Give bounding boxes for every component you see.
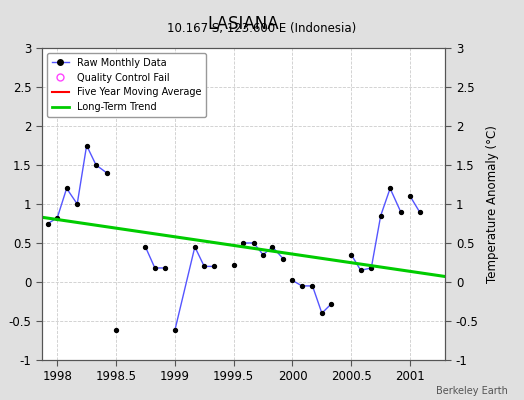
Text: Berkeley Earth: Berkeley Earth	[436, 386, 508, 396]
Point	[43, 220, 52, 227]
Point	[151, 265, 159, 271]
Point	[327, 301, 335, 307]
Point	[308, 283, 316, 289]
Point	[406, 193, 414, 199]
Point	[239, 240, 247, 246]
Point	[210, 263, 218, 270]
Point	[416, 209, 424, 215]
Point	[141, 244, 150, 250]
Text: 10.167 S, 123.600 E (Indonesia): 10.167 S, 123.600 E (Indonesia)	[167, 22, 357, 35]
Point	[191, 244, 199, 250]
Point	[92, 162, 100, 168]
Point	[356, 267, 365, 274]
Point	[73, 201, 81, 207]
Y-axis label: Temperature Anomaly (°C): Temperature Anomaly (°C)	[486, 125, 499, 283]
Point	[62, 185, 71, 192]
Point	[288, 277, 297, 284]
Point	[318, 310, 326, 316]
Point	[386, 185, 394, 192]
Point	[259, 252, 267, 258]
Point	[367, 265, 376, 271]
Point	[53, 215, 61, 221]
Point	[161, 265, 170, 271]
Point	[112, 327, 120, 334]
Point	[200, 263, 209, 270]
Point	[82, 142, 91, 149]
Point	[377, 212, 385, 219]
Legend: Raw Monthly Data, Quality Control Fail, Five Year Moving Average, Long-Term Tren: Raw Monthly Data, Quality Control Fail, …	[47, 53, 206, 117]
Point	[249, 240, 258, 246]
Point	[279, 255, 287, 262]
Point	[268, 244, 277, 250]
Point	[347, 252, 355, 258]
Point	[298, 283, 306, 289]
Point	[230, 262, 238, 268]
Point	[397, 209, 405, 215]
Point	[102, 170, 111, 176]
Title: LASIANA: LASIANA	[208, 14, 279, 32]
Point	[171, 327, 179, 334]
